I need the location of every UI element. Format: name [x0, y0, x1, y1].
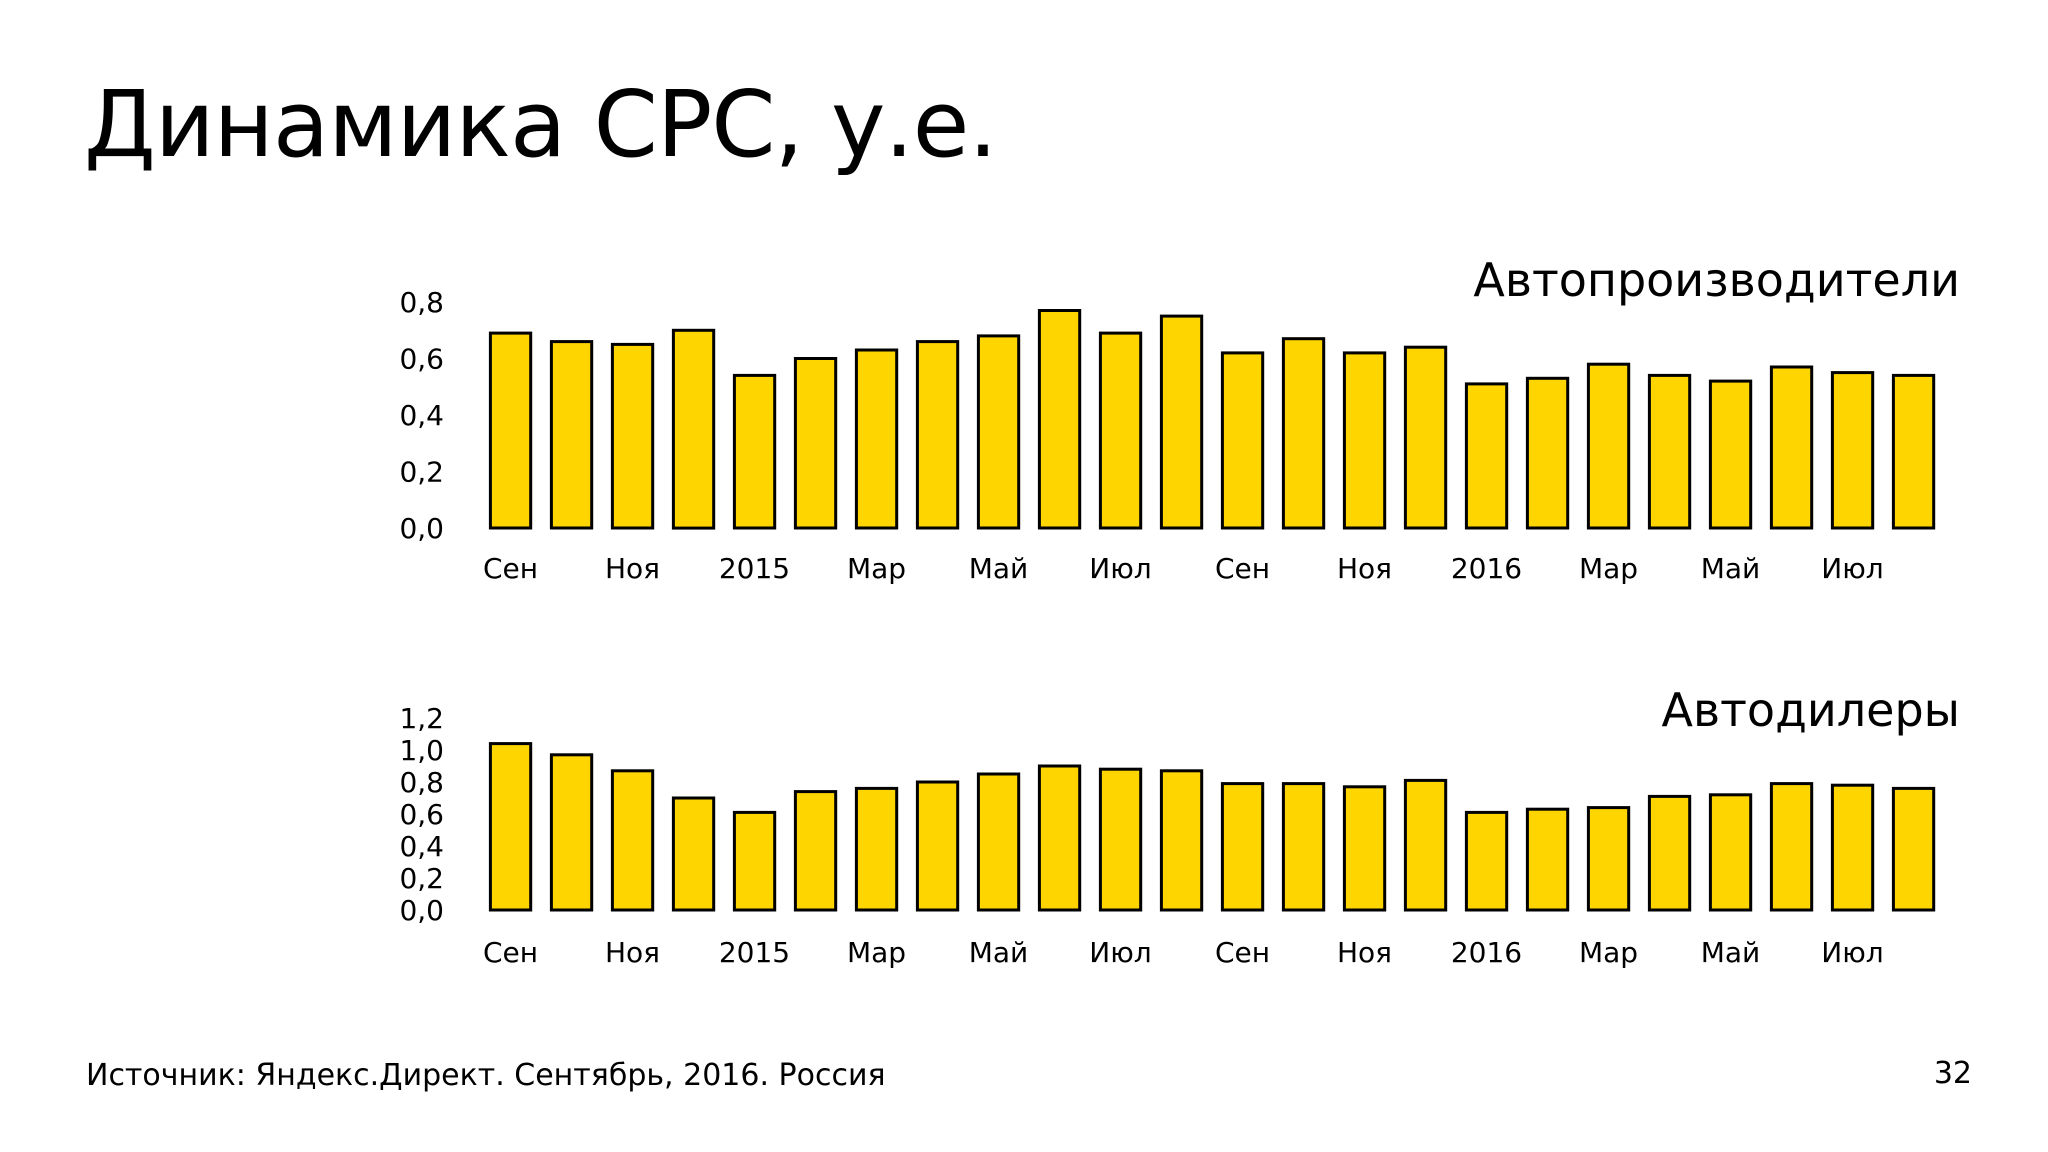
- bar: [671, 328, 716, 530]
- x-tick-label: 2015: [719, 936, 790, 969]
- y-tick-label: 0,4: [399, 830, 444, 863]
- bar: [732, 373, 777, 530]
- x-tick-label: Ноя: [605, 552, 660, 585]
- bar: [1708, 379, 1753, 530]
- x-tick-label: Ноя: [1337, 552, 1392, 585]
- bar: [854, 786, 899, 912]
- y-tick-label: 1,2: [399, 702, 444, 735]
- x-tick-label: Май: [969, 936, 1029, 969]
- bar: [1342, 785, 1387, 912]
- bar: [1464, 382, 1509, 530]
- bar: [1403, 778, 1448, 912]
- bar: [1708, 793, 1753, 912]
- bar: [793, 790, 838, 912]
- x-tick-label: Мар: [1579, 936, 1638, 969]
- x-tick-label: Май: [1701, 552, 1761, 585]
- bar: [976, 334, 1021, 530]
- y-tick-label: 0,2: [399, 456, 444, 489]
- x-tick-label: Сен: [483, 552, 538, 585]
- x-tick-label: Июл: [1821, 936, 1883, 969]
- bar: [1037, 309, 1082, 530]
- bar: [1220, 782, 1265, 912]
- x-tick-label: Сен: [483, 936, 538, 969]
- x-tick-label: 2015: [719, 552, 790, 585]
- bar: [915, 780, 960, 912]
- y-tick-label: 0,0: [399, 894, 444, 927]
- bar: [1769, 365, 1814, 530]
- bar: [1647, 794, 1692, 912]
- slide-title: Динамика CPC, у.е.: [84, 71, 998, 178]
- x-tick-label: Ноя: [605, 936, 660, 969]
- page-number: 32: [1933, 1056, 1972, 1091]
- bar: [1098, 331, 1143, 530]
- bar: [1281, 782, 1326, 912]
- x-tick-label: 2016: [1451, 936, 1522, 969]
- x-tick-label: Июл: [1821, 552, 1883, 585]
- bar: [915, 340, 960, 530]
- bar: [1281, 337, 1326, 530]
- bar: [1586, 806, 1631, 912]
- source-note: Источник: Яндекс.Директ. Сентябрь, 2016.…: [86, 1058, 886, 1093]
- x-tick-label: Мар: [1579, 552, 1638, 585]
- bar: [1769, 782, 1814, 912]
- bar: [610, 342, 655, 530]
- bar: [1037, 764, 1082, 912]
- bar: [488, 742, 533, 912]
- chart-autoproducers: Автопроизводители 0,0 0,2 0,4 0,6 0,8 Сен Ноя 20…: [399, 253, 1960, 585]
- bar: [1586, 362, 1631, 530]
- bar: [1891, 373, 1936, 530]
- bar: [1830, 371, 1875, 530]
- bar: [793, 357, 838, 530]
- bar: [1342, 351, 1387, 530]
- x-tick-label: 2016: [1451, 552, 1522, 585]
- x-tick-label: Июл: [1089, 552, 1151, 585]
- bar: [1403, 345, 1448, 530]
- chart-title: Автопроизводители: [1473, 253, 1960, 307]
- y-tick-label: 0,6: [399, 798, 444, 831]
- bar: [1525, 376, 1570, 530]
- y-tick-label: 0,4: [399, 399, 444, 432]
- x-tick-label: Мар: [847, 936, 906, 969]
- x-tick-label: Сен: [1215, 936, 1270, 969]
- bar: [1647, 373, 1692, 530]
- x-tick-label: Июл: [1089, 936, 1151, 969]
- bar: [610, 769, 655, 912]
- bar: [854, 348, 899, 530]
- bar: [1159, 769, 1204, 912]
- bar: [1525, 807, 1570, 912]
- x-tick-label: Ноя: [1337, 936, 1392, 969]
- bar: [488, 331, 533, 530]
- bar: [1159, 314, 1204, 530]
- y-tick-label: 0,2: [399, 862, 444, 895]
- bar: [549, 753, 594, 912]
- bar: [1891, 786, 1936, 912]
- x-tick-label: Мар: [847, 552, 906, 585]
- chart-title: Автодилеры: [1662, 683, 1960, 737]
- bar: [1464, 810, 1509, 912]
- x-tick-label: Сен: [1215, 552, 1270, 585]
- bar: [1098, 767, 1143, 912]
- y-tick-label: 0,8: [399, 286, 444, 319]
- bar: [732, 810, 777, 912]
- y-tick-label: 0,8: [399, 766, 444, 799]
- y-tick-label: 0,0: [399, 512, 444, 545]
- bar: [1220, 351, 1265, 530]
- bar: [549, 340, 594, 530]
- y-tick-label: 0,6: [399, 343, 444, 376]
- y-tick-label: 1,0: [399, 734, 444, 767]
- x-tick-label: Май: [969, 552, 1029, 585]
- bar: [671, 796, 716, 912]
- bar: [1830, 783, 1875, 912]
- chart-autodealers: Автодилеры 0,00,20,40,60,81,01,2 Сен Ноя 201…: [399, 683, 1960, 969]
- bar: [976, 772, 1021, 912]
- x-tick-label: Май: [1701, 936, 1761, 969]
